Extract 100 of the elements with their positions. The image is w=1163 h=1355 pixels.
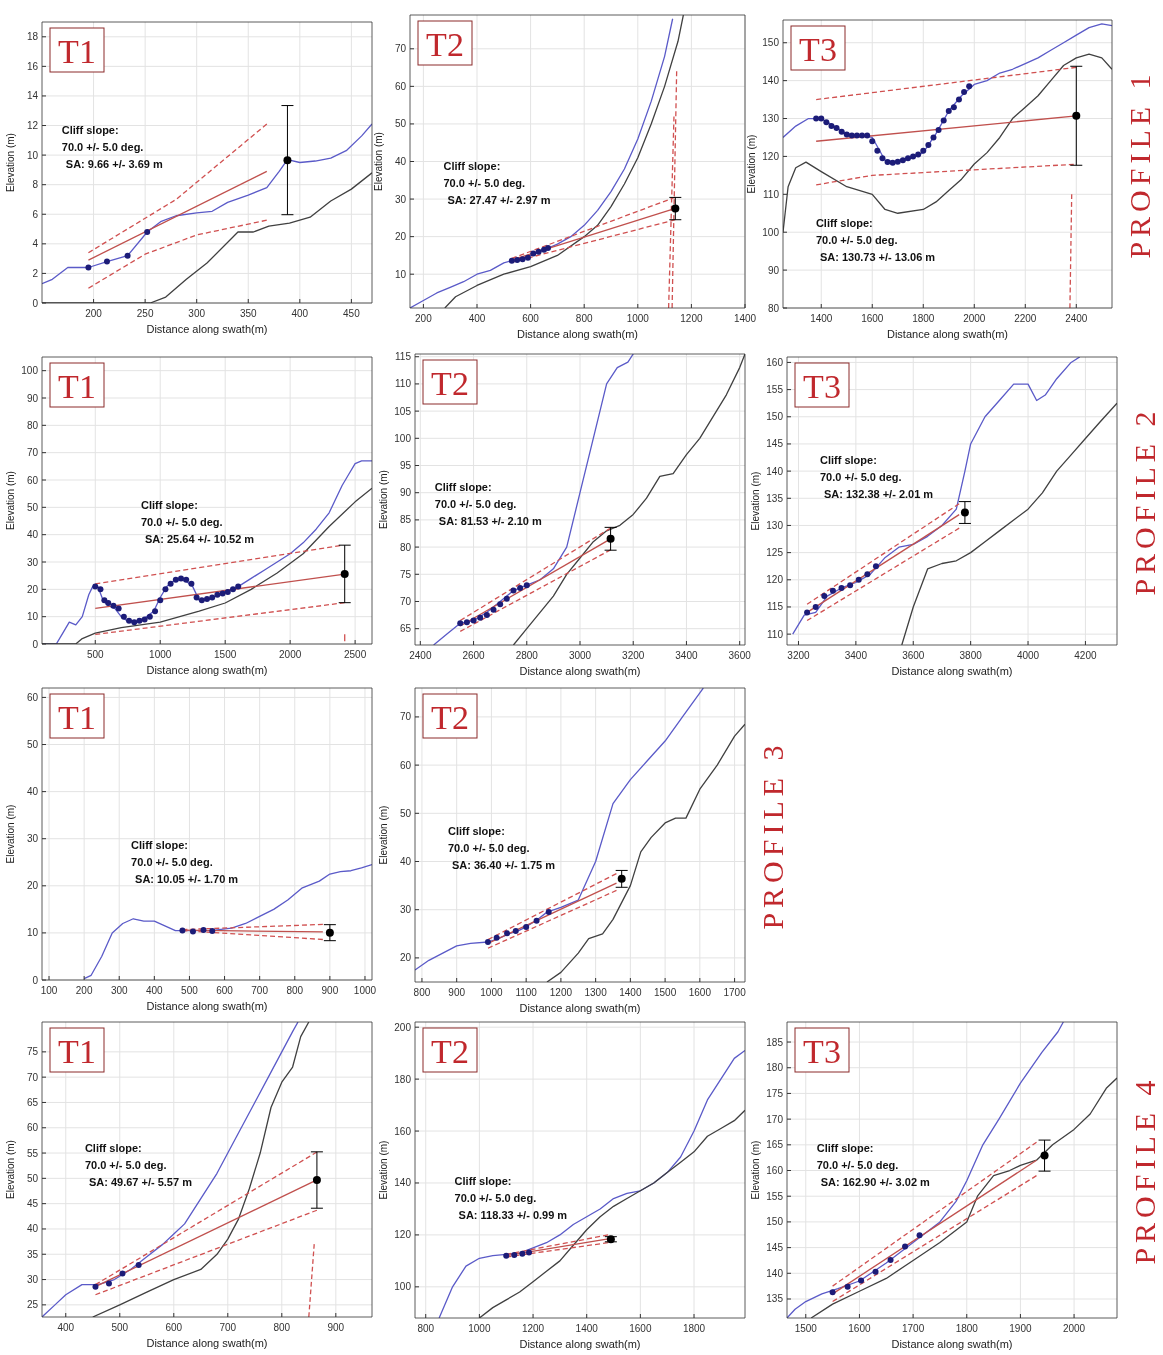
x-tick-label: 3400 bbox=[675, 650, 699, 661]
x-tick-label: 800 bbox=[413, 987, 431, 998]
y-axis-title: Elevation (m) bbox=[378, 1140, 389, 1200]
annotation: SA: 130.73 +/- 13.06 m bbox=[819, 251, 936, 264]
y-tick-label: 30 bbox=[394, 193, 407, 205]
annotation: SA: 49.67 +/- 5.57 m bbox=[88, 1175, 193, 1188]
y-axis-title: Elevation (m) bbox=[5, 804, 16, 864]
y-tick-label: 110 bbox=[767, 628, 784, 640]
x-tick-label: 3800 bbox=[959, 650, 983, 661]
y-tick-label: 150 bbox=[766, 411, 784, 423]
annotation: SA: 162.90 +/- 3.02 m bbox=[820, 1176, 931, 1189]
x-axis-title: Distance along swath(m) bbox=[146, 664, 268, 676]
x-tick-label: 1800 bbox=[955, 1323, 979, 1334]
x-tick-label: 2000 bbox=[963, 313, 986, 324]
y-tick-label: 40 bbox=[26, 1223, 39, 1235]
annotation: SA: 81.53 +/- 2.10 m bbox=[438, 514, 543, 527]
chart-title: T1 bbox=[58, 1033, 96, 1070]
x-axis-title: Distance along swath(m) bbox=[519, 1338, 641, 1350]
y-tick-label: 140 bbox=[766, 1267, 784, 1279]
x-tick-label: 1000 bbox=[149, 649, 172, 660]
x-tick-label: 3600 bbox=[728, 650, 752, 661]
x-tick-label: 1900 bbox=[1009, 1323, 1032, 1334]
y-tick-label: 90 bbox=[26, 392, 39, 404]
x-tick-label: 1600 bbox=[848, 1323, 871, 1334]
y-tick-label: 80 bbox=[767, 302, 780, 314]
y-tick-label: 105 bbox=[394, 405, 412, 417]
y-tick-label: 70 bbox=[394, 43, 407, 55]
x-axis-title: Distance along swath(m) bbox=[146, 1000, 268, 1012]
y-tick-label: 25 bbox=[26, 1299, 39, 1311]
x-tick-label: 400 bbox=[468, 313, 486, 324]
x-axis-title: Distance along swath(m) bbox=[891, 1338, 1013, 1350]
annotation: Cliff slope: bbox=[141, 499, 198, 512]
y-tick-label: 10 bbox=[26, 927, 39, 939]
x-tick-label: 800 bbox=[273, 1322, 291, 1333]
y-tick-label: 100 bbox=[21, 365, 39, 377]
y-tick-label: 130 bbox=[766, 519, 784, 531]
x-tick-label: 1500 bbox=[653, 987, 677, 998]
y-tick-label: 180 bbox=[394, 1073, 412, 1085]
x-tick-label: 2600 bbox=[462, 650, 486, 661]
y-tick-label: 20 bbox=[394, 231, 407, 243]
y-tick-label: 35 bbox=[26, 1248, 39, 1260]
annotation: 70.0 +/- 5.0 deg. bbox=[448, 842, 530, 854]
y-tick-label: 70 bbox=[399, 595, 412, 607]
y-tick-label: 70 bbox=[26, 447, 39, 459]
y-tick-label: 145 bbox=[766, 1242, 784, 1254]
x-tick-label: 1600 bbox=[688, 987, 712, 998]
y-tick-label: 80 bbox=[399, 541, 412, 553]
y-tick-label: 165 bbox=[766, 1139, 784, 1151]
x-tick-label: 4000 bbox=[1016, 650, 1040, 661]
y-tick-label: 30 bbox=[26, 556, 39, 568]
x-tick-label: 1200 bbox=[680, 313, 703, 324]
y-tick-label: 50 bbox=[26, 739, 39, 751]
y-tick-label: 40 bbox=[399, 856, 412, 868]
y-tick-label: 12 bbox=[26, 120, 39, 132]
x-tick-label: 350 bbox=[239, 308, 258, 319]
annotation: Cliff slope: bbox=[84, 1141, 142, 1154]
x-tick-label: 450 bbox=[343, 308, 361, 319]
y-tick-label: 40 bbox=[26, 786, 39, 798]
y-tick-label: 20 bbox=[26, 880, 39, 892]
x-axis-title: Distance along swath(m) bbox=[891, 665, 1013, 677]
y-tick-label: 6 bbox=[32, 208, 39, 220]
y-tick-label: 115 bbox=[767, 601, 784, 613]
y-tick-label: 85 bbox=[399, 514, 412, 526]
x-tick-label: 800 bbox=[286, 985, 304, 996]
x-tick-label: 2200 bbox=[1014, 313, 1037, 324]
y-tick-label: 100 bbox=[394, 432, 412, 444]
y-tick-label: 8 bbox=[32, 179, 39, 191]
y-tick-label: 65 bbox=[399, 623, 412, 635]
x-tick-label: 2400 bbox=[1065, 313, 1088, 324]
x-tick-label: 500 bbox=[181, 985, 199, 996]
x-tick-label: 1000 bbox=[626, 313, 650, 324]
x-axis-title: Distance along swath(m) bbox=[886, 328, 1009, 340]
annotation: Cliff slope: bbox=[443, 160, 501, 173]
x-tick-label: 800 bbox=[575, 313, 593, 324]
annotation: 70.0 +/- 5.0 deg. bbox=[443, 177, 526, 190]
x-tick-label: 600 bbox=[216, 985, 234, 996]
annotation: 70.0 +/- 5.0 deg. bbox=[84, 1158, 167, 1171]
y-tick-label: 0 bbox=[32, 974, 39, 986]
annotation: SA: 36.40 +/- 1.75 m bbox=[452, 859, 556, 871]
chart-title: T3 bbox=[803, 368, 841, 405]
y-tick-label: 90 bbox=[767, 264, 780, 276]
annotation: Cliff slope: bbox=[131, 838, 188, 851]
x-tick-label: 200 bbox=[75, 985, 93, 996]
x-tick-label: 200 bbox=[415, 313, 433, 324]
x-tick-label: 100 bbox=[40, 985, 58, 996]
x-axis-title: Distance along swath(m) bbox=[516, 328, 639, 340]
annotation: Cliff slope: bbox=[61, 124, 119, 137]
x-tick-label: 1600 bbox=[861, 313, 884, 324]
annotation: Cliff slope: bbox=[448, 825, 505, 837]
y-axis-title: Elevation (m) bbox=[746, 134, 757, 194]
x-tick-label: 3200 bbox=[622, 650, 645, 661]
x-tick-label: 3200 bbox=[787, 650, 811, 661]
x-tick-label: 500 bbox=[86, 649, 105, 660]
x-tick-label: 300 bbox=[110, 985, 129, 996]
annotation: 70.0 +/- 5.0 deg. bbox=[141, 516, 223, 529]
x-axis-title: Distance along swath(m) bbox=[146, 323, 268, 335]
y-tick-label: 20 bbox=[399, 952, 412, 964]
y-axis-title: Elevation (m) bbox=[373, 132, 384, 191]
y-tick-label: 45 bbox=[26, 1198, 39, 1210]
x-tick-label: 2400 bbox=[409, 650, 432, 661]
